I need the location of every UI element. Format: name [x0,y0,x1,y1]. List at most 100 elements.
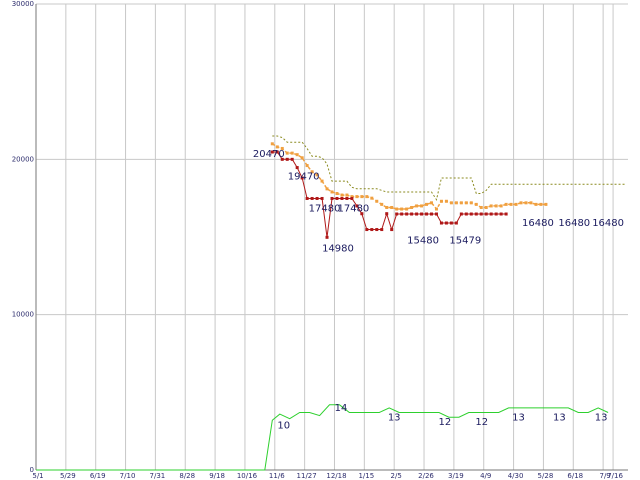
data-point [295,153,299,157]
x-tick-label: 6/18 [567,472,583,480]
data-point [305,164,309,168]
data-point [285,151,289,155]
data-point [534,202,538,206]
data-point [340,196,344,200]
x-tick-label: 6/19 [90,472,106,480]
data-label: 13 [388,413,401,424]
data-point [385,212,389,216]
data-point [280,146,284,150]
data-point [275,150,279,154]
data-point [410,205,414,209]
data-point [360,195,364,199]
x-tick-label: 7/10 [120,472,136,480]
data-label: 17480 [337,203,369,214]
data-point [544,202,548,206]
x-tick-label: 2/5 [391,472,402,480]
data-point [489,204,493,208]
x-tick-label: 7/9 [599,472,610,480]
data-point [320,196,324,200]
data-point [499,204,503,208]
x-tick-label: 2/26 [418,472,434,480]
data-point [464,212,468,216]
data-point [425,212,429,216]
data-label: 15480 [407,236,439,247]
data-point [390,228,394,232]
data-label: 14 [335,403,348,414]
data-point [330,196,334,200]
data-point [454,201,458,205]
data-point [529,201,533,205]
data-point [494,204,498,208]
data-point [425,202,429,206]
x-tick-label: 8/28 [179,472,195,480]
data-point [494,212,498,216]
data-point [449,221,453,225]
data-point [285,157,289,161]
x-tick-label: 5/28 [538,472,554,480]
data-point [524,201,528,205]
data-point [429,212,433,216]
data-point [469,212,473,216]
series-line-4 [36,404,609,471]
y-tick-label: 10000 [12,311,34,319]
data-label: 16480 [592,218,624,229]
data-point [360,212,364,216]
data-point [410,212,414,216]
data-point [449,201,453,205]
data-point [355,204,359,208]
data-point [325,235,329,239]
data-point [459,201,463,205]
x-tick-label: 12/18 [326,472,346,480]
data-point [454,221,458,225]
data-point [300,156,304,160]
data-point [464,201,468,205]
data-label: 16480 [558,218,590,229]
x-tick-label: 7/31 [150,472,166,480]
data-point [459,212,463,216]
data-point [474,212,478,216]
x-tick-label: 4/30 [508,472,524,480]
data-point [499,212,503,216]
data-label: 13 [512,413,525,424]
x-tick-label: 1/15 [358,472,374,480]
x-tick-label: 3/19 [448,472,464,480]
data-point [429,201,433,205]
data-point [380,202,384,206]
data-point [280,157,284,161]
x-tick-label: 11/27 [297,472,317,480]
data-label: 16480 [522,218,554,229]
x-tick-label: 10/16 [237,472,258,480]
data-label: 10 [277,420,290,431]
data-point [365,195,369,199]
data-point [345,196,349,200]
data-point [335,196,339,200]
data-point [400,207,404,211]
x-tick-label: 11/6 [269,472,285,480]
grid [36,3,628,470]
data-point [385,205,389,209]
data-point [504,212,508,216]
data-point [489,212,493,216]
data-point [444,199,448,203]
data-point [504,202,508,206]
series-line-1 [272,135,626,201]
data-point [320,179,324,183]
data-point [380,228,384,232]
data-point [350,196,354,200]
data-point [390,205,394,209]
data-point [479,205,483,209]
data-label: 12 [475,417,488,428]
data-point [444,221,448,225]
data-point [405,207,409,211]
data-point [350,195,354,199]
data-point [439,199,443,203]
data-point [479,212,483,216]
data-point [405,212,409,216]
data-label: 17480 [309,203,341,214]
series-layer [36,135,626,471]
data-label: 19470 [288,172,320,183]
data-label: 13 [595,413,608,424]
data-point [469,201,473,205]
data-point [330,190,334,194]
